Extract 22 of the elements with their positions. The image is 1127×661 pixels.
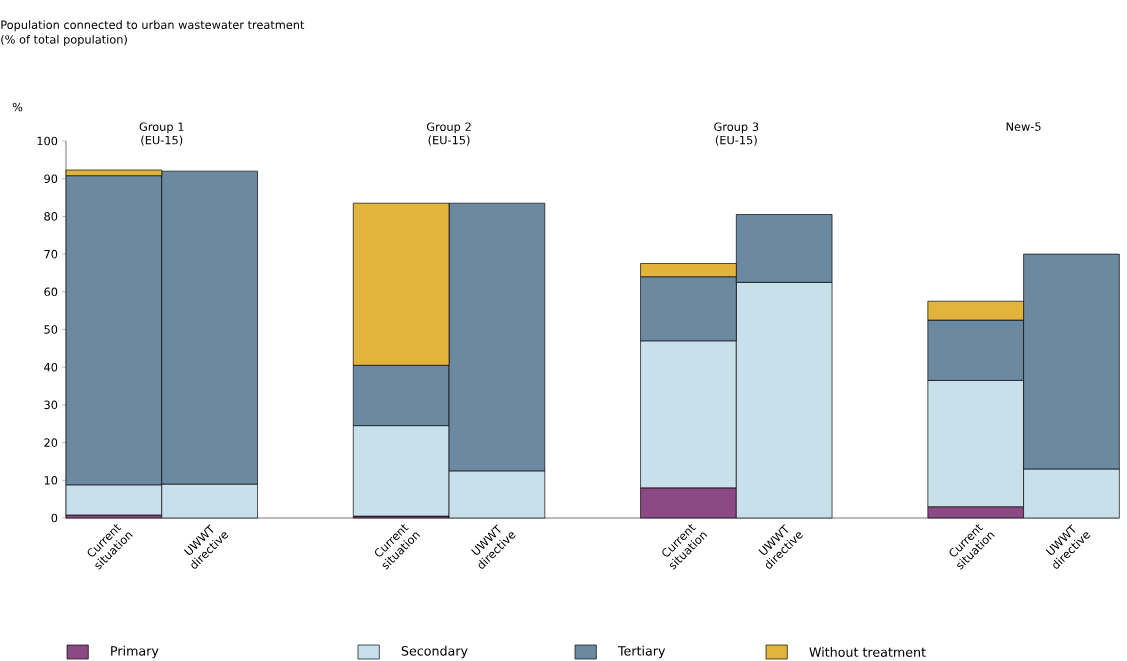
y-tick-label: 90 bbox=[44, 174, 58, 183]
chart-title: Population connected to urban wastewater treatment bbox=[1, 20, 305, 32]
y-tick-label: 100 bbox=[37, 136, 58, 146]
y-tick-label: 20 bbox=[44, 438, 58, 447]
legend-label: Without treatment bbox=[809, 647, 926, 657]
annotation: Group 2 (EU-15) bbox=[426, 122, 471, 146]
chart-subtitle: (% of total population) bbox=[1, 34, 127, 46]
y-tick-label: 10 bbox=[44, 476, 58, 485]
y-axis-title: % bbox=[12, 102, 23, 112]
text: New-5 bbox=[1006, 122, 1041, 131]
y-tick-label: 40 bbox=[44, 362, 58, 372]
y-tick-label: 30 bbox=[44, 400, 58, 410]
y-tick-label: 0 bbox=[51, 513, 58, 523]
annotation: Group 1 (EU-15) bbox=[139, 122, 184, 146]
legend-label: Secondary bbox=[401, 645, 468, 659]
legend-label: Primary bbox=[111, 645, 159, 659]
y-tick-label: 70 bbox=[44, 249, 58, 259]
legend-label: Tertiary bbox=[617, 645, 666, 659]
y-tick-label: 80 bbox=[44, 212, 58, 221]
annotation: Group 3 (EU-15) bbox=[714, 122, 759, 146]
y-tick-label: 50 bbox=[44, 325, 58, 334]
y-tick-label: 60 bbox=[44, 287, 58, 297]
